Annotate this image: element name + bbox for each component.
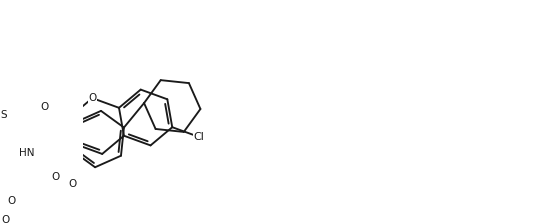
Text: O: O <box>52 172 60 182</box>
Text: S: S <box>0 110 7 120</box>
Text: O: O <box>40 102 48 112</box>
Text: O: O <box>89 93 97 103</box>
Text: HN: HN <box>20 148 35 158</box>
Text: Cl: Cl <box>193 132 204 142</box>
Text: O: O <box>7 196 15 206</box>
Text: O: O <box>1 215 9 224</box>
Text: O: O <box>68 179 76 189</box>
